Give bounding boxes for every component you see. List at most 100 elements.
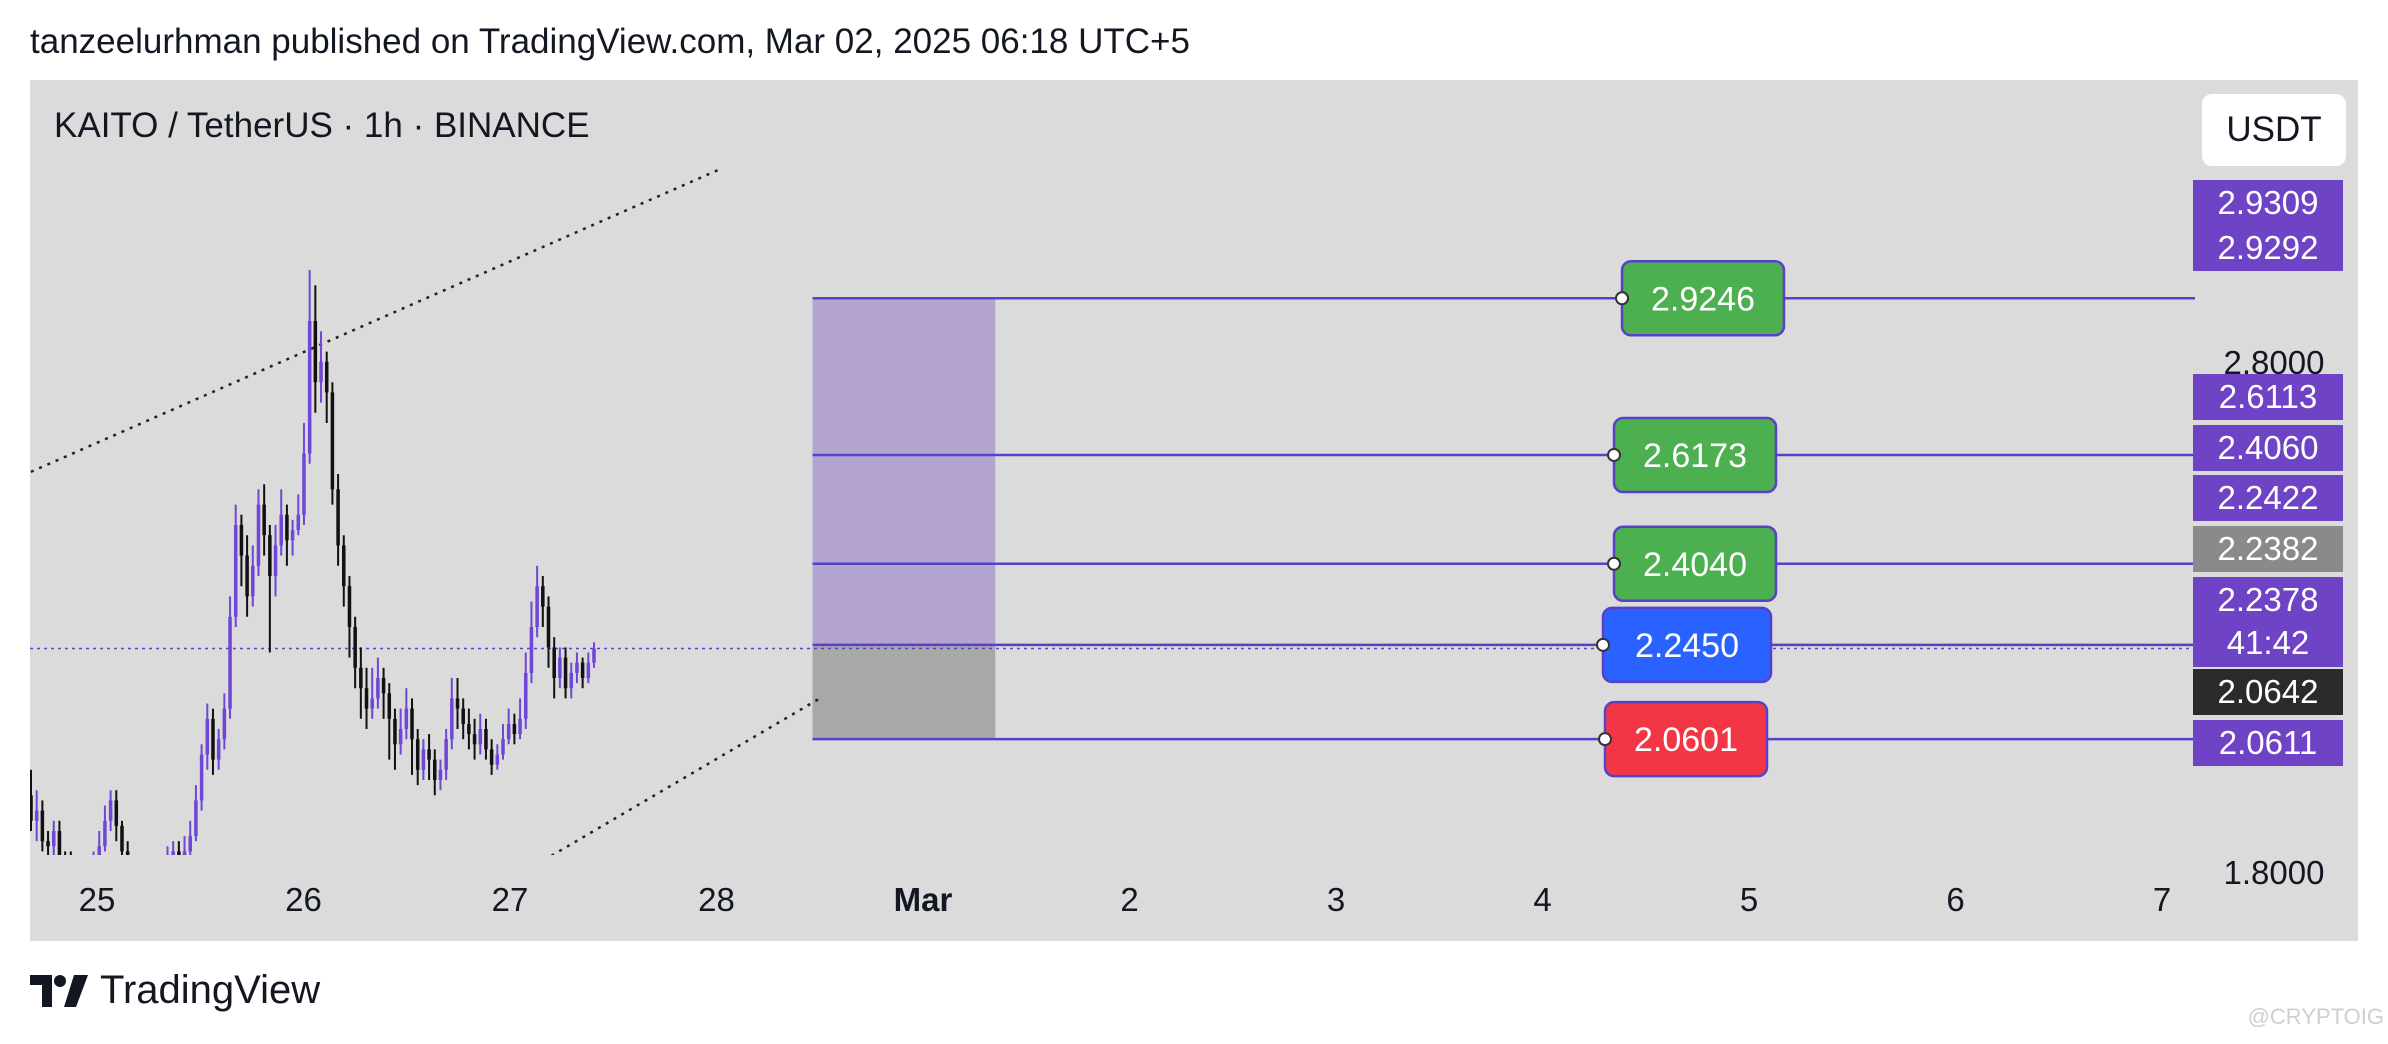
candle-body	[523, 672, 528, 719]
candle-body	[108, 800, 113, 821]
x-tick-label: Mar	[894, 881, 953, 918]
price-badge-value: 2.2382	[2218, 530, 2319, 567]
candle-body	[478, 729, 483, 745]
profit-zone	[812, 298, 996, 645]
candle-body	[75, 872, 79, 877]
level-handle	[1598, 732, 1612, 747]
tradingview-footer[interactable]: TradingView	[30, 968, 320, 1013]
candle-body	[376, 678, 380, 699]
candle-body	[512, 723, 517, 735]
level-handle	[1596, 637, 1610, 652]
candle-body	[506, 723, 511, 740]
price-badge-value: 2.2422	[2218, 479, 2319, 516]
candle-body	[222, 708, 227, 740]
stop-level-value: 2.0601	[1634, 721, 1738, 759]
price-chart[interactable]: 2.92462.61732.40402.24502.06012.80001.80…	[30, 80, 2358, 941]
candle-body	[535, 586, 539, 627]
candle-body	[92, 862, 96, 877]
candle-body	[114, 800, 119, 826]
candle-body	[410, 708, 414, 740]
candle-body	[501, 739, 505, 755]
candle-body	[319, 361, 323, 383]
candle-body	[97, 846, 102, 855]
price-badge-value: 2.6113	[2219, 378, 2317, 415]
x-tick-label: 2	[1120, 881, 1138, 918]
candle-body	[353, 627, 357, 668]
price-badge	[2193, 577, 2343, 667]
publication-header: tanzeelurhman published on TradingView.c…	[30, 22, 1190, 61]
loss-zone	[812, 644, 996, 740]
tradingview-logo-icon	[30, 974, 88, 1007]
price-badge-value: 2.9309	[2218, 184, 2319, 221]
price-badge	[2193, 180, 2343, 226]
candle-body	[342, 545, 346, 587]
candle-body	[529, 627, 534, 673]
level-handle	[1615, 291, 1629, 306]
candle-body	[69, 862, 73, 872]
price-badge-countdown: 41:42	[2227, 624, 2310, 661]
candle-body	[188, 836, 192, 852]
candle-body	[262, 504, 266, 536]
candle-body	[251, 565, 255, 597]
price-badge	[2193, 225, 2343, 271]
candle-body	[160, 877, 164, 887]
candle-body	[120, 825, 124, 852]
candle-body	[438, 769, 443, 780]
candle-body	[166, 862, 170, 877]
candle-body	[57, 831, 62, 855]
x-tick-label: 6	[1946, 881, 1964, 918]
candle-body	[398, 729, 403, 745]
candle-body	[290, 530, 295, 541]
candle-body	[580, 662, 585, 678]
candle-body	[149, 882, 153, 887]
candle-body	[211, 718, 215, 760]
candle-body	[552, 647, 556, 678]
candle-body	[433, 759, 437, 780]
candle-body	[518, 718, 522, 735]
candle-body	[302, 453, 306, 515]
candle-body	[455, 698, 460, 709]
candle-body	[393, 718, 397, 745]
candle-body	[575, 662, 579, 673]
candle-body	[228, 616, 232, 709]
x-tick-label: 5	[1740, 881, 1758, 918]
tp-level-value: 2.4040	[1643, 546, 1747, 584]
candle-body	[296, 514, 301, 531]
candle-body	[103, 820, 107, 847]
candle-body	[592, 648, 596, 663]
symbol-title: KAITO / TetherUS · 1h · BINANCE	[54, 106, 590, 145]
tp-level-value: 2.9246	[1651, 280, 1755, 318]
candle-body	[364, 688, 369, 709]
candle-body	[484, 729, 488, 750]
candle-body	[239, 525, 244, 556]
candle-body	[330, 392, 335, 490]
currency-unit-button[interactable]: USDT	[2202, 94, 2346, 166]
candle-body	[586, 662, 591, 678]
candle-body	[370, 698, 374, 709]
candle-body	[30, 795, 33, 821]
candle-body	[569, 672, 574, 689]
candle-body	[285, 514, 289, 541]
price-badge-value: 2.4060	[2218, 429, 2319, 466]
candle-body	[404, 708, 409, 729]
x-tick-label: 27	[492, 881, 529, 918]
candle-body	[143, 882, 147, 887]
chart-panel[interactable]: 2.9246 2.6173 2.4040 2.2450 2.0601 2.8000 1.80…	[30, 80, 2358, 941]
candle-body	[154, 882, 158, 887]
x-tick-label: 4	[1533, 881, 1551, 918]
candle-body	[63, 857, 67, 862]
candle-body	[245, 555, 249, 597]
candle-body	[444, 739, 448, 770]
x-tick-label: 26	[285, 881, 322, 918]
candle-body	[307, 321, 312, 454]
candle-body	[268, 535, 272, 576]
candle-body	[546, 606, 551, 648]
candle-body	[313, 321, 318, 383]
candle-body	[199, 754, 204, 801]
candle-body	[472, 734, 477, 745]
candle-body	[177, 851, 181, 855]
candle-body	[40, 810, 45, 842]
y-tick-label: 1.8000	[2224, 854, 2325, 891]
candle-body	[387, 693, 392, 719]
candle-body	[415, 739, 420, 770]
